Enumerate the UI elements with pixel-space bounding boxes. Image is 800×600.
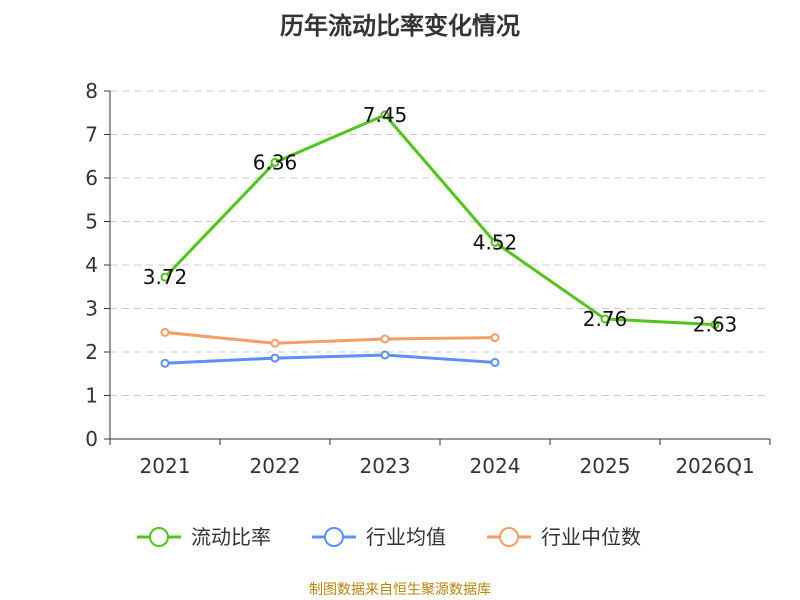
data-point xyxy=(490,237,500,247)
series-line xyxy=(163,353,497,365)
legend-label: 行业中位数 xyxy=(541,525,641,549)
data-point xyxy=(160,327,170,337)
legend-item: 行业均值 xyxy=(312,525,446,549)
legend-marker xyxy=(149,527,169,547)
y-tick-label: 6 xyxy=(85,166,98,190)
legend-label: 行业均值 xyxy=(366,525,446,549)
y-tick-label: 5 xyxy=(85,210,98,234)
legend-marker xyxy=(324,527,344,547)
source-note: 制图数据来自恒生聚源数据库 xyxy=(309,582,491,598)
gridlines xyxy=(110,90,770,396)
series-lines xyxy=(160,110,720,368)
legend-item: 流动比率 xyxy=(137,525,271,549)
x-tick-label: 2024 xyxy=(470,454,521,478)
data-label: 2.63 xyxy=(693,313,738,337)
data-point xyxy=(270,157,280,167)
x-tick-label: 2021 xyxy=(140,454,191,478)
data-point xyxy=(490,357,500,367)
legend-marker xyxy=(499,527,519,547)
x-tick-label: 2022 xyxy=(250,454,301,478)
series-line xyxy=(163,113,717,327)
data-label: 6.36 xyxy=(253,150,298,174)
chart-title: 历年流动比率变化情况 xyxy=(280,12,520,40)
legend: 流动比率 行业均值 行业中位数 xyxy=(137,525,641,549)
series-2 xyxy=(160,327,500,348)
legend-item: 行业中位数 xyxy=(487,525,641,549)
data-label: 7.45 xyxy=(363,103,408,127)
axes: 0 1 2 3 4 5 6 7 8 2021 2022 2023 2024 2025 2026Q1 xyxy=(85,79,771,478)
x-tick-label: 2025 xyxy=(580,454,631,478)
series-line xyxy=(163,330,497,345)
y-tick-label: 1 xyxy=(85,384,98,408)
data-point xyxy=(380,350,390,360)
y-tick-label: 7 xyxy=(85,123,98,147)
y-tick-label: 4 xyxy=(85,253,98,277)
x-tick-label: 2023 xyxy=(360,454,411,478)
data-labels: 3.72 6.36 7.45 4.52 2.76 2.63 xyxy=(143,103,738,337)
data-point xyxy=(160,358,170,368)
y-tick-label: 2 xyxy=(85,340,98,364)
data-label: 3.72 xyxy=(143,265,188,289)
data-label: 4.52 xyxy=(473,230,518,254)
data-label: 2.76 xyxy=(583,307,628,331)
data-point xyxy=(270,338,280,348)
legend-label: 流动比率 xyxy=(191,525,271,549)
data-point xyxy=(270,353,280,363)
data-point xyxy=(380,334,390,344)
series-1 xyxy=(160,350,500,368)
data-point xyxy=(380,110,390,120)
data-point xyxy=(490,333,500,343)
data-point xyxy=(600,314,610,324)
series-0 xyxy=(160,110,720,330)
data-point xyxy=(710,320,720,330)
y-tick-label: 3 xyxy=(85,297,98,321)
x-tick-label: 2026Q1 xyxy=(675,454,754,478)
y-tick-label: 8 xyxy=(85,79,98,103)
data-point xyxy=(160,272,170,282)
y-tick-label: 0 xyxy=(85,427,98,451)
